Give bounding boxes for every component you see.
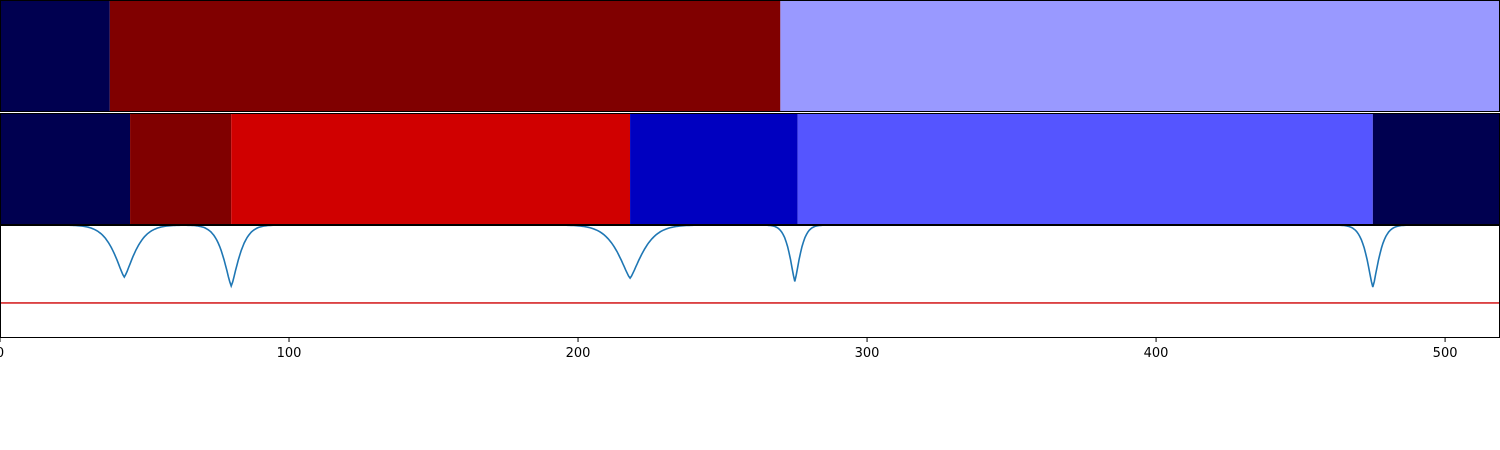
- segment-1: [0, 113, 131, 225]
- segment-3: [780, 0, 1500, 112]
- x-tick-label-400: 400: [1144, 346, 1169, 361]
- x-tick-label-200: 200: [566, 346, 591, 361]
- top-segment-bar: [0, 0, 1500, 112]
- segment-3: [231, 113, 631, 225]
- x-tick-label-500: 500: [1433, 346, 1458, 361]
- segment-6: [1372, 113, 1500, 225]
- segment-2: [130, 113, 232, 225]
- signal-panel: [0, 224, 1500, 338]
- segment-2: [109, 0, 781, 112]
- x-tick-label-0: 0: [0, 346, 4, 361]
- middle-segment-bar: [0, 113, 1500, 225]
- segment-4: [630, 113, 798, 225]
- x-tick-label-300: 300: [855, 346, 880, 361]
- signal-panel-background: [0, 225, 1500, 338]
- segment-5: [797, 113, 1373, 225]
- x-axis: 0 100 200 300 400 500: [0, 338, 1458, 361]
- segment-1: [0, 0, 110, 112]
- x-tick-label-100: 100: [277, 346, 302, 361]
